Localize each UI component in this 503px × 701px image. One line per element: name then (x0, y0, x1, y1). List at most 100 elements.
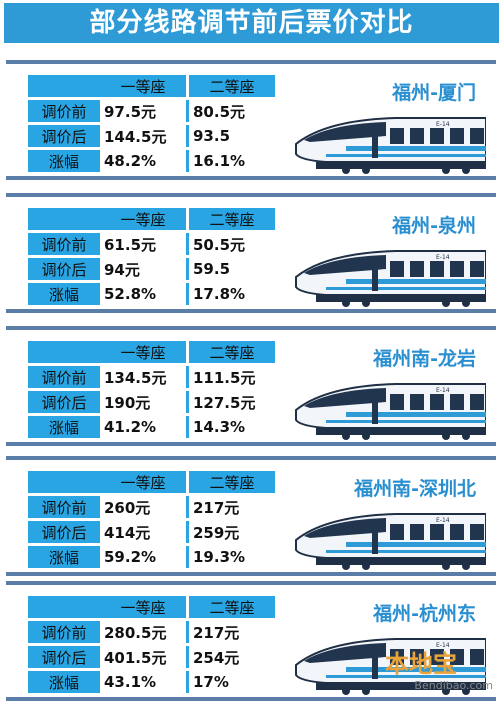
fare-value: 93.5 (186, 125, 275, 147)
fare-value: 17.8% (186, 283, 275, 305)
fare-value: 260元 (100, 496, 186, 518)
route-panel-4: 一等座 二等座 调价前 260元 217元 调价后 414元 259元 涨幅 5… (6, 456, 496, 576)
fare-row-after: 调价后 414元 259元 (28, 521, 275, 543)
header-blank (28, 471, 100, 493)
fare-row-increase: 涨幅 48.2% 16.1% (28, 150, 275, 172)
fare-header-row: 一等座 二等座 (28, 75, 275, 97)
row-label: 涨幅 (28, 671, 100, 693)
row-label: 涨幅 (28, 416, 100, 438)
fare-row-after: 调价后 144.5元 93.5 (28, 125, 275, 147)
fare-value: 48.2% (100, 150, 186, 172)
fare-row-after: 调价后 190元 127.5元 (28, 391, 275, 413)
col-header-second-class: 二等座 (186, 75, 275, 97)
train-icon: E-14 (295, 638, 486, 695)
fare-row-before: 调价前 97.5元 80.5元 (28, 100, 275, 122)
fare-value: 111.5元 (186, 366, 275, 388)
fare-value: 16.1% (186, 150, 275, 172)
fare-value: 217元 (186, 621, 275, 643)
fare-row-after: 调价后 94元 59.5 (28, 258, 275, 280)
fare-value: 17% (186, 671, 275, 693)
train-icon: E-14 (295, 250, 486, 307)
fare-value: 254元 (186, 646, 275, 668)
fare-value: 144.5元 (100, 125, 186, 147)
fare-table: 一等座 二等座 调价前 61.5元 50.5元 调价后 94元 59.5 涨幅 … (28, 205, 275, 308)
fare-table: 一等座 二等座 调价前 260元 217元 调价后 414元 259元 涨幅 5… (28, 468, 275, 571)
fare-row-increase: 涨幅 59.2% 19.3% (28, 546, 275, 568)
fare-row-increase: 涨幅 41.2% 14.3% (28, 416, 275, 438)
col-header-second-class: 二等座 (186, 471, 275, 493)
page-title: 部分线路调节前后票价对比 (4, 3, 499, 43)
row-label: 调价前 (28, 366, 100, 388)
fare-header-row: 一等座 二等座 (28, 341, 275, 363)
route-panel-3: 一等座 二等座 调价前 134.5元 111.5元 调价后 190元 127.5… (6, 326, 496, 446)
fare-row-increase: 涨幅 43.1% 17% (28, 671, 275, 693)
fare-value: 94元 (100, 258, 186, 280)
train-code: E-14 (436, 121, 450, 128)
header-blank (28, 341, 100, 363)
row-label: 调价前 (28, 621, 100, 643)
row-label: 调价前 (28, 233, 100, 255)
fare-value: 59.5 (186, 258, 275, 280)
route-name: 福州-泉州 (392, 215, 476, 237)
fare-row-before: 调价前 260元 217元 (28, 496, 275, 518)
train-code: E-14 (436, 517, 450, 524)
col-header-first-class: 一等座 (100, 596, 186, 618)
fare-row-increase: 涨幅 52.8% 17.8% (28, 283, 275, 305)
route-panel-1: 一等座 二等座 调价前 97.5元 80.5元 调价后 144.5元 93.5 … (6, 60, 496, 180)
fare-header-row: 一等座 二等座 (28, 208, 275, 230)
route-panel-5: 一等座 二等座 调价前 280.5元 217元 调价后 401.5元 254元 … (6, 581, 496, 701)
fare-table: 一等座 二等座 调价前 280.5元 217元 调价后 401.5元 254元 … (28, 593, 275, 696)
row-label: 调价后 (28, 391, 100, 413)
row-label: 调价前 (28, 100, 100, 122)
fare-table: 一等座 二等座 调价前 134.5元 111.5元 调价后 190元 127.5… (28, 338, 275, 441)
fare-value: 41.2% (100, 416, 186, 438)
header-blank (28, 75, 100, 97)
route-name: 福州南-龙岩 (373, 348, 476, 370)
fare-value: 14.3% (186, 416, 275, 438)
row-label: 调价后 (28, 125, 100, 147)
fare-table: 一等座 二等座 调价前 97.5元 80.5元 调价后 144.5元 93.5 … (28, 72, 275, 175)
fare-value: 259元 (186, 521, 275, 543)
fare-value: 134.5元 (100, 366, 186, 388)
fare-value: 61.5元 (100, 233, 186, 255)
col-header-first-class: 一等座 (100, 471, 186, 493)
header-blank (28, 596, 100, 618)
fare-value: 80.5元 (186, 100, 275, 122)
header-blank (28, 208, 100, 230)
fare-value: 280.5元 (100, 621, 186, 643)
row-label: 涨幅 (28, 150, 100, 172)
route-panel-2: 一等座 二等座 调价前 61.5元 50.5元 调价后 94元 59.5 涨幅 … (6, 193, 496, 313)
fare-row-before: 调价前 134.5元 111.5元 (28, 366, 275, 388)
row-label: 涨幅 (28, 283, 100, 305)
row-label: 调价后 (28, 646, 100, 668)
fare-value: 59.2% (100, 546, 186, 568)
fare-value: 414元 (100, 521, 186, 543)
row-label: 调价后 (28, 258, 100, 280)
fare-header-row: 一等座 二等座 (28, 596, 275, 618)
col-header-first-class: 一等座 (100, 208, 186, 230)
col-header-second-class: 二等座 (186, 341, 275, 363)
train-icon: E-14 (295, 383, 486, 440)
fare-value: 52.8% (100, 283, 186, 305)
col-header-second-class: 二等座 (186, 208, 275, 230)
train-icon: E-14 (295, 513, 486, 570)
fare-header-row: 一等座 二等座 (28, 471, 275, 493)
fare-value: 19.3% (186, 546, 275, 568)
fare-value: 217元 (186, 496, 275, 518)
watermark-url: Bendibao.com (414, 679, 493, 692)
route-name: 福州-杭州东 (373, 603, 476, 625)
fare-value: 50.5元 (186, 233, 275, 255)
fare-row-before: 调价前 280.5元 217元 (28, 621, 275, 643)
row-label: 调价前 (28, 496, 100, 518)
fare-row-after: 调价后 401.5元 254元 (28, 646, 275, 668)
fare-value: 190元 (100, 391, 186, 413)
watermark-logo: 本地宝 (385, 650, 457, 678)
col-header-second-class: 二等座 (186, 596, 275, 618)
fare-value: 97.5元 (100, 100, 186, 122)
train-icon: E-14 (295, 117, 486, 174)
train-code: E-14 (436, 642, 450, 649)
train-code: E-14 (436, 387, 450, 394)
fare-value: 43.1% (100, 671, 186, 693)
col-header-first-class: 一等座 (100, 75, 186, 97)
row-label: 调价后 (28, 521, 100, 543)
